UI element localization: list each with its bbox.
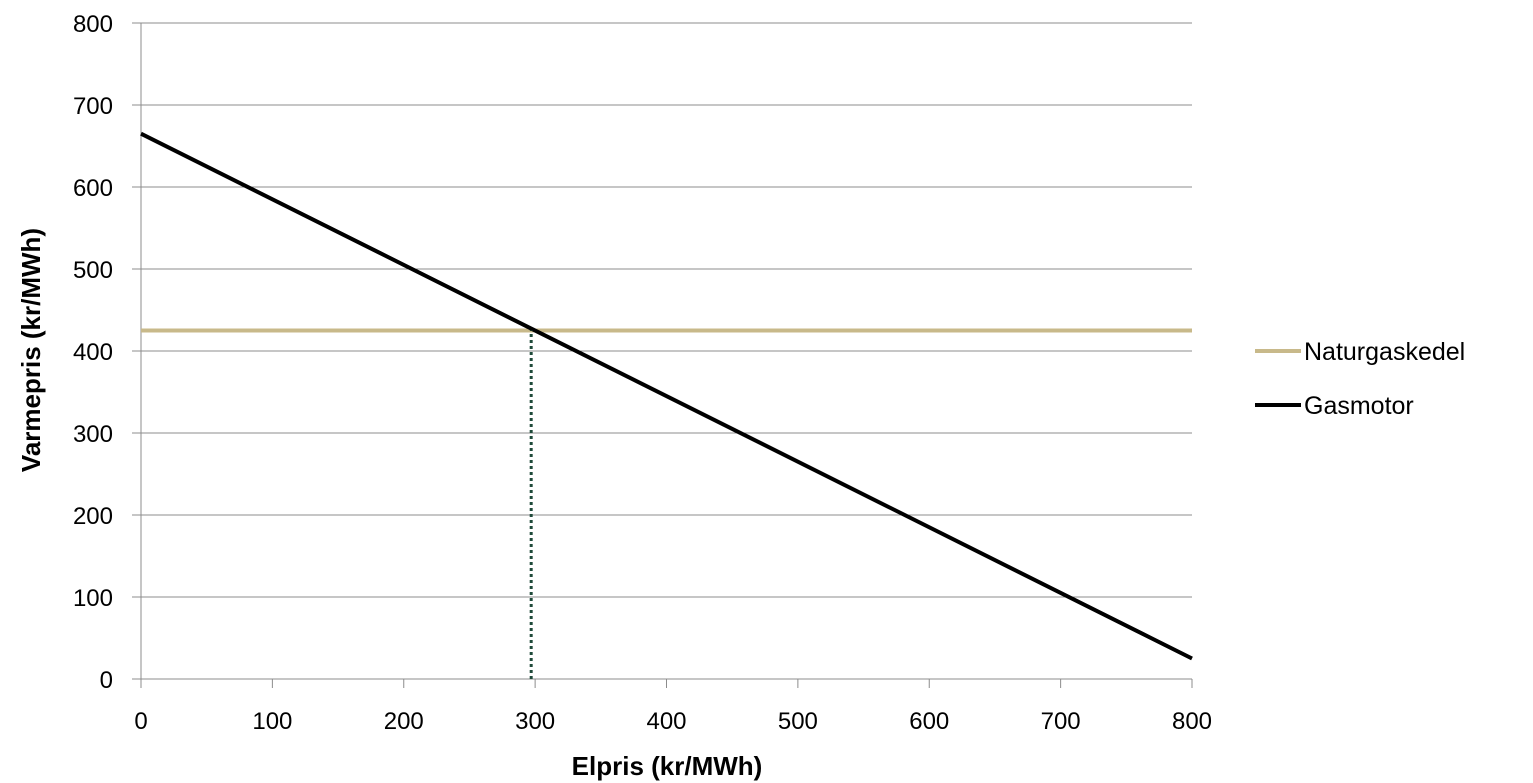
x-tick-label: 600 [909, 708, 949, 735]
x-tick-label: 200 [384, 708, 424, 735]
y-tick-label: 0 [100, 667, 113, 694]
x-axis-title: Elpris (kr/MWh) [572, 751, 763, 781]
x-tick-label: 800 [1172, 708, 1212, 735]
x-tick-label: 0 [134, 708, 147, 735]
gridlines [141, 22, 1192, 598]
x-tick-labels: 0 100 200 300 400 500 600 700 800 [134, 708, 1212, 735]
y-tick-label: 100 [73, 585, 113, 612]
y-tick-label: 500 [73, 257, 113, 284]
series-lines [140, 131, 1193, 661]
x-tick-label: 400 [646, 708, 686, 735]
y-tick-label: 600 [73, 175, 113, 202]
x-tick-label: 300 [515, 708, 555, 735]
legend-label: Gasmotor [1304, 392, 1414, 420]
y-tick-labels: 0 100 200 300 400 500 600 700 800 [73, 11, 113, 694]
y-tick-label: 400 [73, 339, 113, 366]
y-tick-label: 300 [73, 421, 113, 448]
y-axis-title: Varmepris (kr/MWh) [16, 228, 46, 472]
x-tick-label: 700 [1041, 708, 1081, 735]
x-tick-label: 500 [778, 708, 818, 735]
legend: Naturgaskedel Gasmotor [1255, 338, 1465, 420]
series-line-gasmotor [140, 131, 1193, 661]
y-tick-label: 700 [73, 93, 113, 120]
axes [132, 22, 1193, 688]
y-tick-label: 200 [73, 503, 113, 530]
legend-label: Naturgaskedel [1304, 338, 1465, 366]
y-tick-label: 800 [73, 11, 113, 38]
x-tick-label: 100 [252, 708, 292, 735]
